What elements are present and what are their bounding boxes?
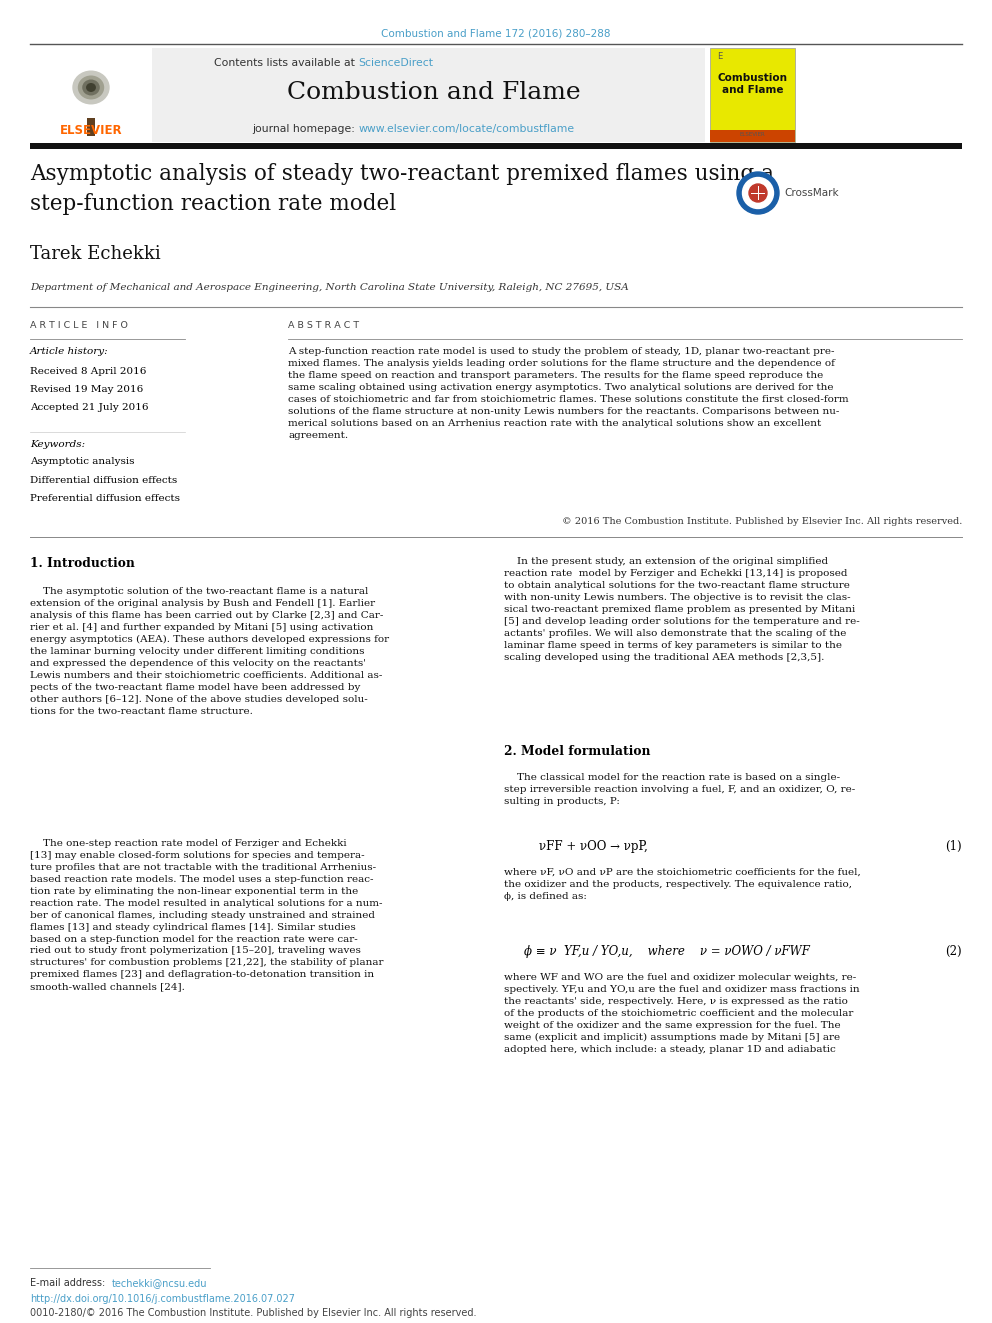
Text: A step-function reaction rate model is used to study the problem of steady, 1D, : A step-function reaction rate model is u… <box>288 347 848 439</box>
Bar <box>758 187 759 200</box>
Text: ELSEVIER: ELSEVIER <box>60 124 122 138</box>
Text: Asymptotic analysis of steady two-reactant premixed flames using a
step-function: Asymptotic analysis of steady two-reacta… <box>30 163 774 214</box>
Bar <box>87 118 95 136</box>
Text: journal homepage:: journal homepage: <box>252 124 358 134</box>
Text: www.elsevier.com/locate/combustflame: www.elsevier.com/locate/combustflame <box>358 124 574 134</box>
Text: Article history:: Article history: <box>30 347 109 356</box>
Text: Tarek Echekki: Tarek Echekki <box>30 245 161 263</box>
Bar <box>710 130 795 142</box>
Text: Keywords:: Keywords: <box>30 441 85 448</box>
Text: ELSEVIER: ELSEVIER <box>740 132 766 138</box>
Ellipse shape <box>82 79 100 95</box>
Text: Asymptotic analysis: Asymptotic analysis <box>30 456 135 466</box>
Text: (1): (1) <box>945 840 962 853</box>
Text: Revised 19 May 2016: Revised 19 May 2016 <box>30 385 143 394</box>
Text: Preferential diffusion effects: Preferential diffusion effects <box>30 493 180 503</box>
Circle shape <box>742 177 774 209</box>
Text: A R T I C L E   I N F O: A R T I C L E I N F O <box>30 321 128 329</box>
Text: Combustion and Flame 172 (2016) 280–288: Combustion and Flame 172 (2016) 280–288 <box>381 28 611 38</box>
Text: A B S T R A C T: A B S T R A C T <box>288 321 359 329</box>
Text: The asymptotic solution of the two-reactant flame is a natural
extension of the : The asymptotic solution of the two-react… <box>30 587 389 716</box>
Text: CrossMark: CrossMark <box>784 188 838 198</box>
Text: Combustion
and Flame: Combustion and Flame <box>717 73 788 95</box>
Text: ϕ ≡ ν  YF,u / YO,u,    where    ν = νOWO / νFWF: ϕ ≡ ν YF,u / YO,u, where ν = νOWO / νFWF <box>524 945 809 958</box>
Text: ScienceDirect: ScienceDirect <box>358 58 434 67</box>
Circle shape <box>737 172 779 214</box>
Text: 2. Model formulation: 2. Model formulation <box>504 745 651 758</box>
Bar <box>30 48 152 142</box>
Text: 0010-2180/© 2016 The Combustion Institute. Published by Elsevier Inc. All rights: 0010-2180/© 2016 The Combustion Institut… <box>30 1308 476 1318</box>
Circle shape <box>749 184 767 202</box>
Text: © 2016 The Combustion Institute. Published by Elsevier Inc. All rights reserved.: © 2016 The Combustion Institute. Publish… <box>561 517 962 527</box>
Ellipse shape <box>77 75 104 99</box>
Text: http://dx.doi.org/10.1016/j.combustflame.2016.07.027: http://dx.doi.org/10.1016/j.combustflame… <box>30 1294 295 1304</box>
Text: Combustion and Flame: Combustion and Flame <box>287 81 580 103</box>
Text: Accepted 21 July 2016: Accepted 21 July 2016 <box>30 404 149 411</box>
Text: Contents lists available at: Contents lists available at <box>214 58 358 67</box>
Text: where WF and WO are the fuel and oxidizer molecular weights, re-
spectively. YF,: where WF and WO are the fuel and oxidize… <box>504 972 860 1054</box>
Ellipse shape <box>86 83 96 93</box>
Text: Department of Mechanical and Aerospace Engineering, North Carolina State Univers: Department of Mechanical and Aerospace E… <box>30 283 629 292</box>
Text: In the present study, an extension of the original simplified
reaction rate  mod: In the present study, an extension of th… <box>504 557 860 662</box>
Text: νFF + νOO → νpP,: νFF + νOO → νpP, <box>539 840 648 853</box>
Text: 1. Introduction: 1. Introduction <box>30 557 135 570</box>
Text: where νF, νO and νP are the stoichiometric coefficients for the fuel,
the oxidiz: where νF, νO and νP are the stoichiometr… <box>504 868 861 901</box>
Bar <box>30 143 962 149</box>
Text: Received 8 April 2016: Received 8 April 2016 <box>30 366 147 376</box>
Ellipse shape <box>72 70 110 105</box>
Text: Differential diffusion effects: Differential diffusion effects <box>30 475 178 484</box>
Bar <box>710 48 795 142</box>
Text: techekki@ncsu.edu: techekki@ncsu.edu <box>112 1278 207 1289</box>
Text: E: E <box>717 52 722 61</box>
Text: The one-step reaction rate model of Ferziger and Echekki
[13] may enable closed-: The one-step reaction rate model of Ferz… <box>30 839 384 991</box>
Text: The classical model for the reaction rate is based on a single-
step irreversibl: The classical model for the reaction rat… <box>504 773 855 806</box>
Text: E-mail address:: E-mail address: <box>30 1278 108 1289</box>
Bar <box>30 48 705 142</box>
Text: (2): (2) <box>945 945 962 958</box>
